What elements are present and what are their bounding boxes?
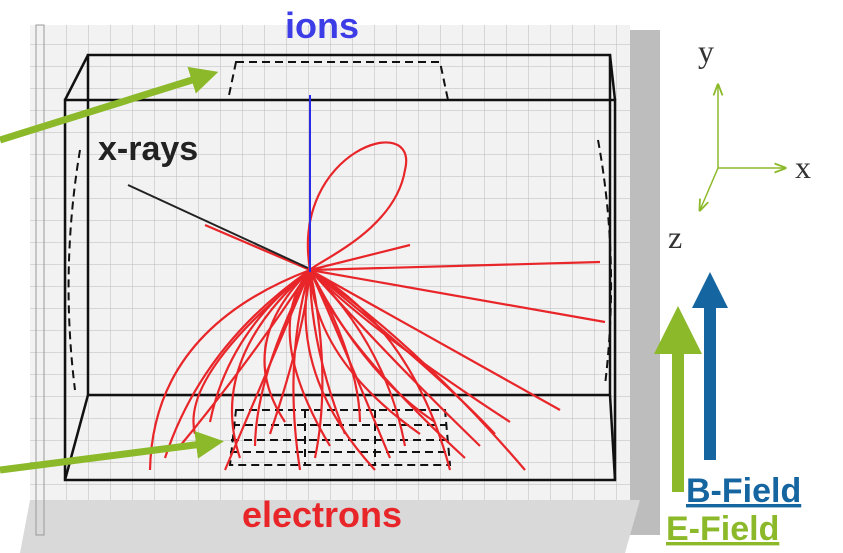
xrays-label: x-rays	[98, 130, 198, 168]
side-wall	[630, 30, 660, 535]
e-field-label: E-Field	[666, 510, 779, 548]
axis-label-z: z	[668, 219, 682, 255]
page: y x z B-Field E-Field ions x-rays electr…	[0, 0, 843, 553]
axis-triad	[700, 85, 785, 210]
axis-label-y: y	[698, 33, 714, 69]
diagram: y x z B-Field E-Field ions x-rays electr…	[0, 0, 843, 553]
ions-label: ions	[285, 5, 359, 46]
electrons-label: electrons	[242, 494, 402, 535]
axis-label-x: x	[795, 149, 811, 185]
b-field-label: B-Field	[686, 472, 801, 510]
